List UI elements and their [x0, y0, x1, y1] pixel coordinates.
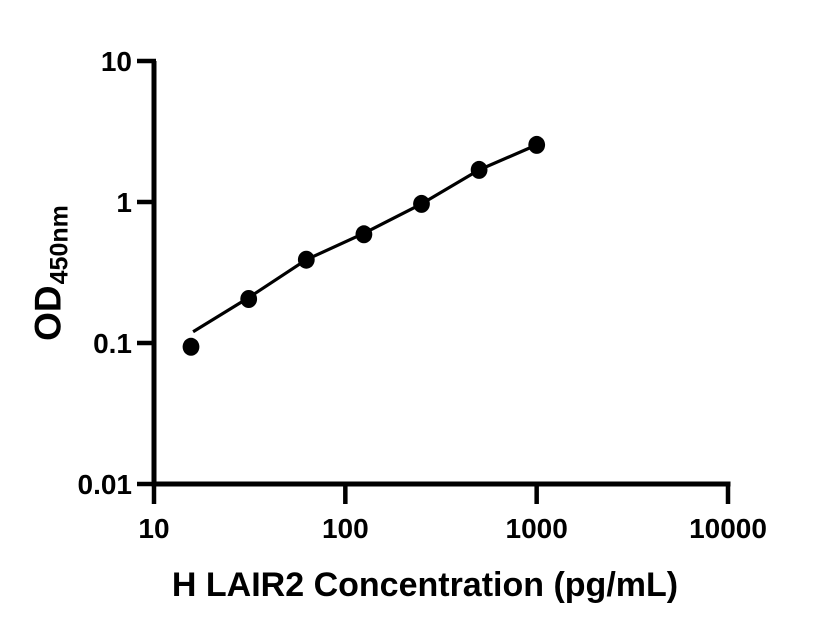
y-tick-label: 10 [101, 46, 132, 77]
x-tick-label: 10 [138, 513, 169, 544]
y-tick-label: 0.01 [78, 469, 133, 500]
data-point [182, 337, 200, 356]
data-point [297, 250, 315, 269]
data-point [240, 290, 258, 308]
x-tick-label: 100 [322, 513, 369, 544]
y-tick-label: 0.1 [93, 328, 132, 359]
x-axis-title: H LAIR2 Concentration (pg/mL) [171, 566, 679, 604]
y-axis-title-text: OD [27, 285, 69, 341]
data-point [470, 160, 488, 179]
y-axis-title-subscript: 450nm [45, 205, 74, 285]
data-point [528, 135, 546, 154]
x-tick-label: 1000 [506, 513, 568, 544]
y-axis-title: OD450nm [27, 205, 74, 341]
y-tick-label: 1 [116, 187, 132, 218]
data-point [355, 225, 373, 244]
x-tick-label: 10000 [689, 513, 767, 544]
data-point [413, 194, 430, 213]
